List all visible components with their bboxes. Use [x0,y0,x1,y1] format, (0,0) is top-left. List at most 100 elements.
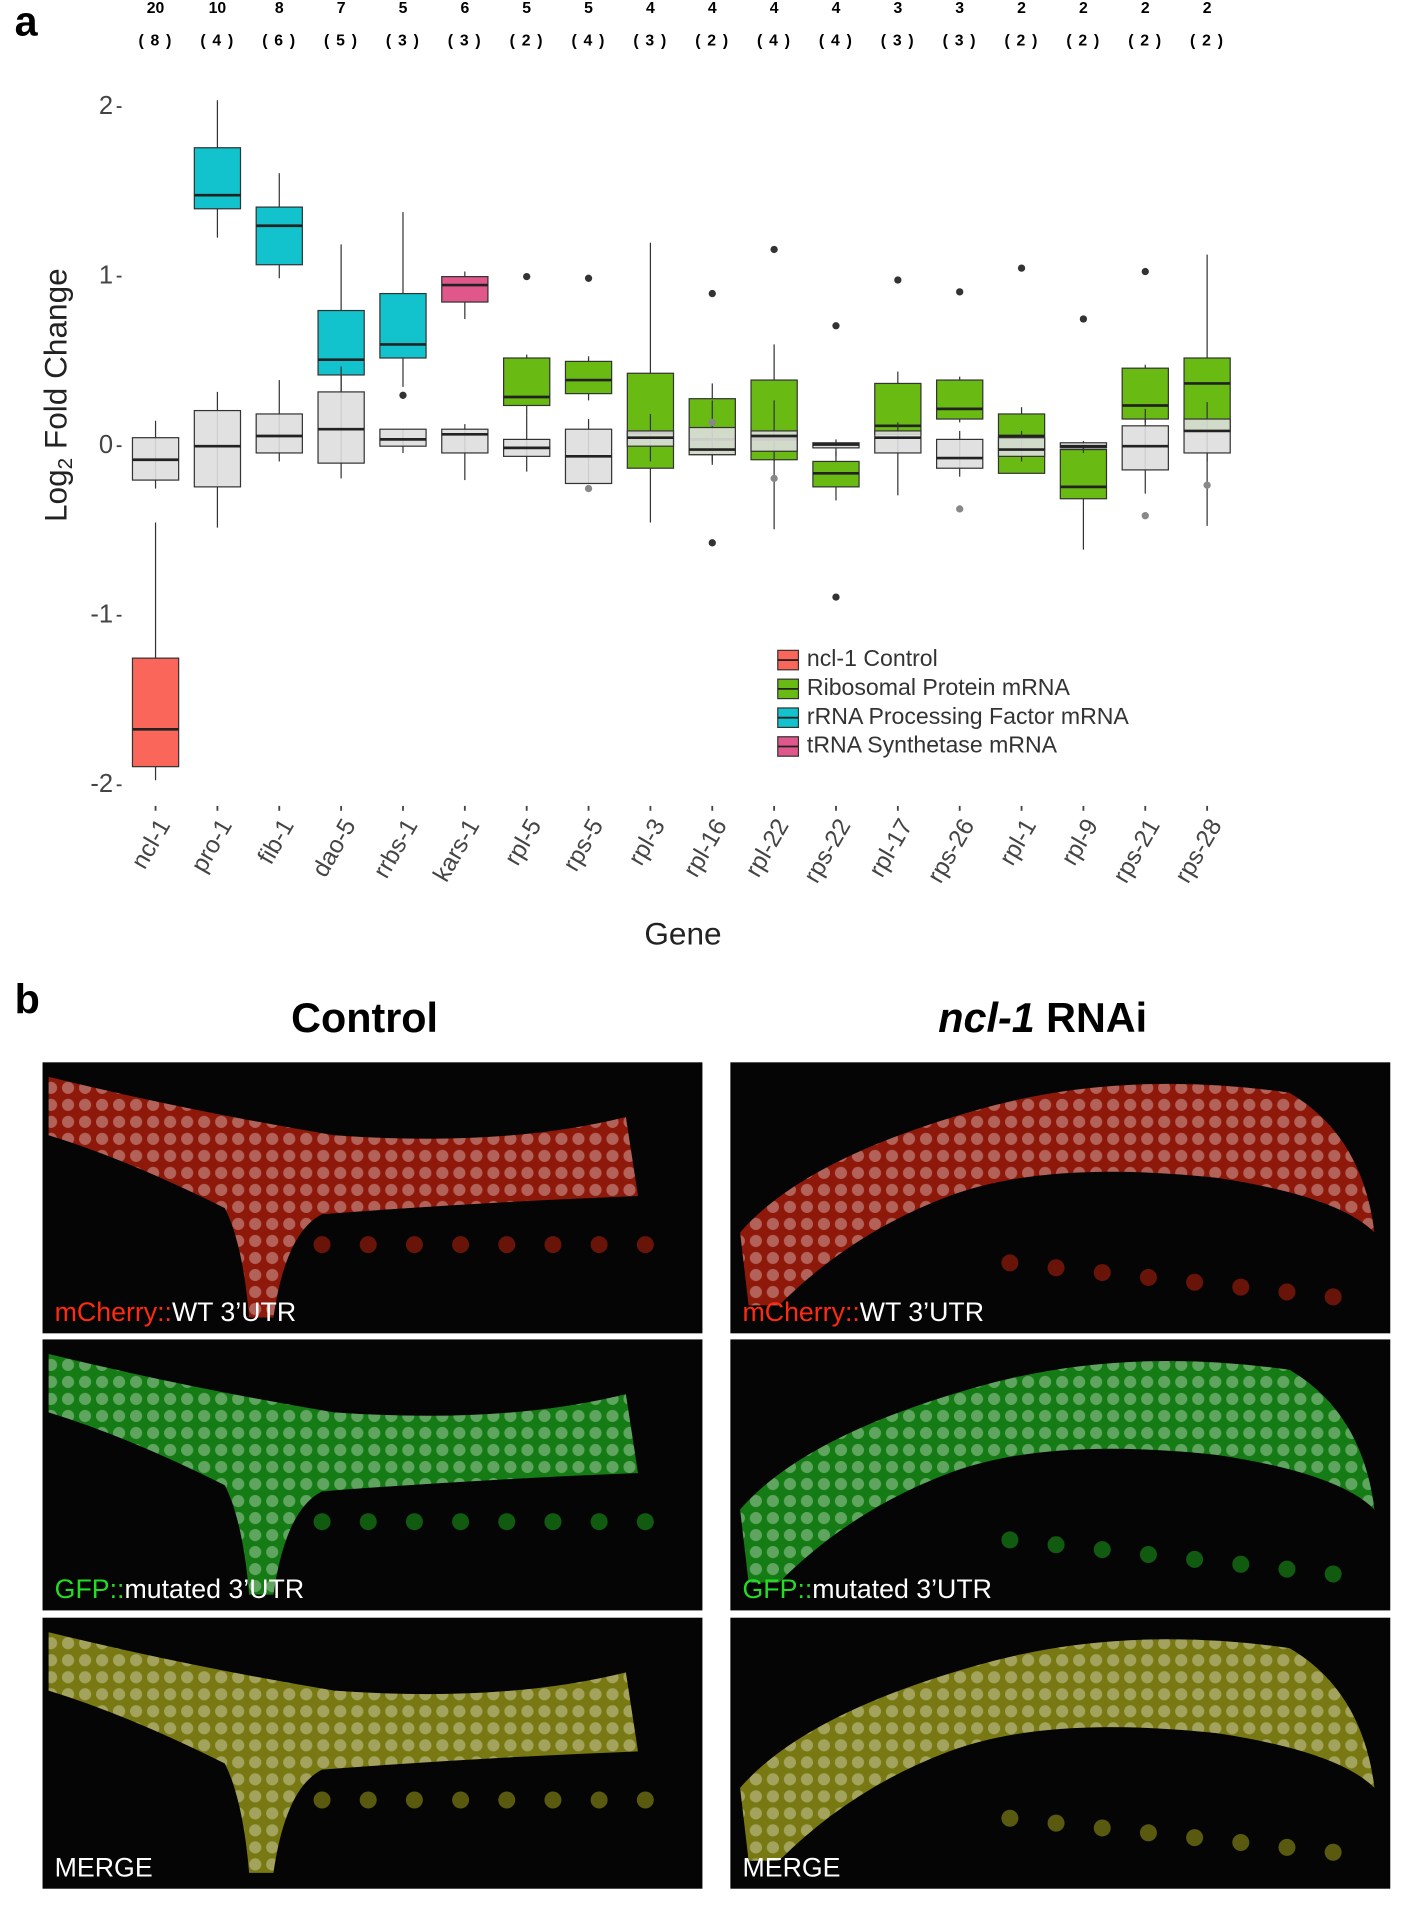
x-tick-label: rpl-17 [864,814,918,881]
y-label-part: Fold Change [38,268,74,458]
micrograph-cell [1093,1819,1111,1837]
x-tick-label: rps-28 [1170,814,1228,887]
count-sub-label: ( 2 ) [1190,33,1224,50]
box [193,147,242,210]
outlier [1203,481,1211,489]
micrograph-cell [1001,1254,1019,1272]
y-label-sub: 2 [54,458,77,469]
outlier [523,272,531,281]
label-text: MERGE [743,1852,841,1882]
box [441,276,489,303]
outlier [770,474,778,483]
count-sub-label: ( 2 ) [1128,33,1162,50]
x-tick-label: rps-26 [922,814,980,887]
micrograph-cell [1278,1560,1296,1578]
count-label: 4 [708,0,717,17]
count-sub-label: ( 2 ) [695,33,729,50]
label-prefix: mCherry:: [55,1297,172,1327]
micrograph-cell [405,1513,423,1531]
micrograph-cell [498,1513,516,1531]
box [874,430,922,454]
box [193,409,242,488]
outlier [584,484,593,493]
outlier [1017,264,1026,272]
count-label: 8 [275,0,284,17]
box [441,428,489,454]
micrograph-cells [740,1639,1375,1861]
micrograph: GFP::mutated 3’UTR [730,1339,1391,1611]
label-text: WT 3’UTR [860,1297,984,1327]
x-tick-label: rrbs-1 [368,814,423,882]
outlier [1141,512,1149,520]
micrograph-cell [1001,1809,1019,1827]
micrograph-cell [1324,1843,1342,1861]
x-tick-label: rps-21 [1108,814,1166,887]
y-tick-label: -2 [90,770,113,798]
micrograph-cell [1139,1268,1157,1286]
label-prefix: GFP:: [743,1574,813,1604]
micrograph: mCherry::WT 3’UTR [42,1062,703,1334]
y-label-part: Log [38,469,74,522]
micrograph-cell [359,1236,377,1254]
micrograph-cell [1186,1550,1204,1568]
micrograph: mCherry::WT 3’UTR [730,1062,1391,1334]
outlier [708,289,716,298]
label-prefix: mCherry:: [743,1297,860,1327]
micrograph-cell [1139,1546,1157,1564]
outlier [956,505,964,513]
micrograph-cells [740,1360,1375,1583]
count-label: 4 [770,0,779,17]
x-axis-label: Gene [644,915,721,951]
count-label: 2 [1141,0,1150,17]
column-title-part: Control [291,995,438,1041]
micrograph-label: GFP::mutated 3’UTR [743,1574,992,1604]
count-sub-label: ( 4 ) [200,33,234,50]
micrograph-cell [544,1791,562,1809]
count-sub-label: ( 2 ) [510,33,544,50]
column-title: Control [291,995,438,1041]
micrograph-cell [1278,1838,1296,1856]
box [379,292,427,359]
x-tick-label: rpl-5 [499,814,547,870]
count-label: 4 [646,0,655,17]
count-label: 2 [1079,0,1088,17]
outlier [399,391,407,399]
micrograph-cell [1093,1264,1111,1282]
count-sub-label: ( 3 ) [881,33,915,50]
box [935,379,984,420]
micrograph-cell [452,1791,470,1809]
micrograph-cell [1186,1273,1204,1291]
micrograph-cell [359,1791,377,1809]
count-sub-label: ( 8 ) [138,33,172,50]
micrograph-cell [1047,1536,1065,1554]
outlier [956,288,964,296]
micrograph-cell [590,1791,608,1809]
count-label: 2 [1017,0,1026,17]
outlier [770,245,778,254]
column-title-part: RNAi [1035,995,1147,1041]
legend-label: ncl-1 Control [807,645,938,671]
outlier [1141,267,1149,276]
micrograph-cell [359,1513,377,1531]
count-label: 5 [584,0,593,17]
label-text: mutated 3’UTR [124,1574,304,1604]
y-tick-label: 2 [99,92,113,120]
micrograph-cells [48,1353,639,1595]
x-tick-label: rpl-1 [994,814,1042,870]
micrograph-label: GFP::mutated 3’UTR [55,1574,304,1604]
micrograph-cell [1001,1531,1019,1549]
count-sub-label: ( 2 ) [1004,33,1038,50]
box [935,438,984,469]
label-text: mutated 3’UTR [812,1574,992,1604]
x-tick-label: dao-5 [307,814,361,881]
y-tick-label: 1 [99,261,113,289]
x-tick-label: fib-1 [253,814,300,868]
x-tick-label: rpl-9 [1056,814,1104,870]
outlier [1079,315,1088,323]
micrograph-cell [1324,1288,1342,1306]
count-label: 10 [209,0,227,17]
outlier [584,274,593,282]
count-sub-label: ( 3 ) [448,33,482,50]
micrograph-label: mCherry::WT 3’UTR [55,1297,296,1327]
micrograph-cells [740,1083,1375,1306]
